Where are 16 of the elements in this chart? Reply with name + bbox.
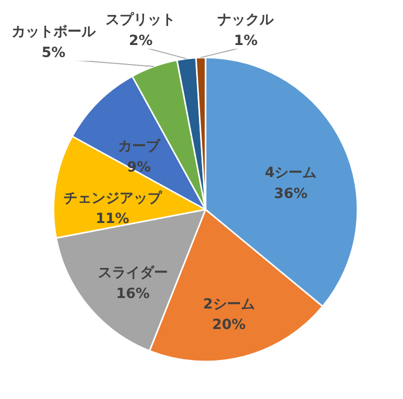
data-label: 2% xyxy=(128,32,153,49)
data-label: 9% xyxy=(126,159,151,176)
slice-label: スライダー xyxy=(98,265,168,282)
data-label: 11% xyxy=(96,211,130,228)
data-label: 5% xyxy=(42,44,66,61)
slice-label: チェンジアップ xyxy=(63,189,162,206)
slice-label: カーブ xyxy=(118,137,161,154)
data-label: 16% xyxy=(116,286,150,302)
slice-label: ナックル xyxy=(218,12,275,28)
slice-label: 4シーム xyxy=(264,164,317,181)
slice-label: スプリット xyxy=(106,11,176,28)
slice-label: カットボール xyxy=(12,24,96,40)
data-label: 36% xyxy=(274,186,308,202)
data-label: 20% xyxy=(212,317,246,334)
slice-label: 2シーム xyxy=(203,296,255,312)
data-label: 1% xyxy=(234,32,258,49)
